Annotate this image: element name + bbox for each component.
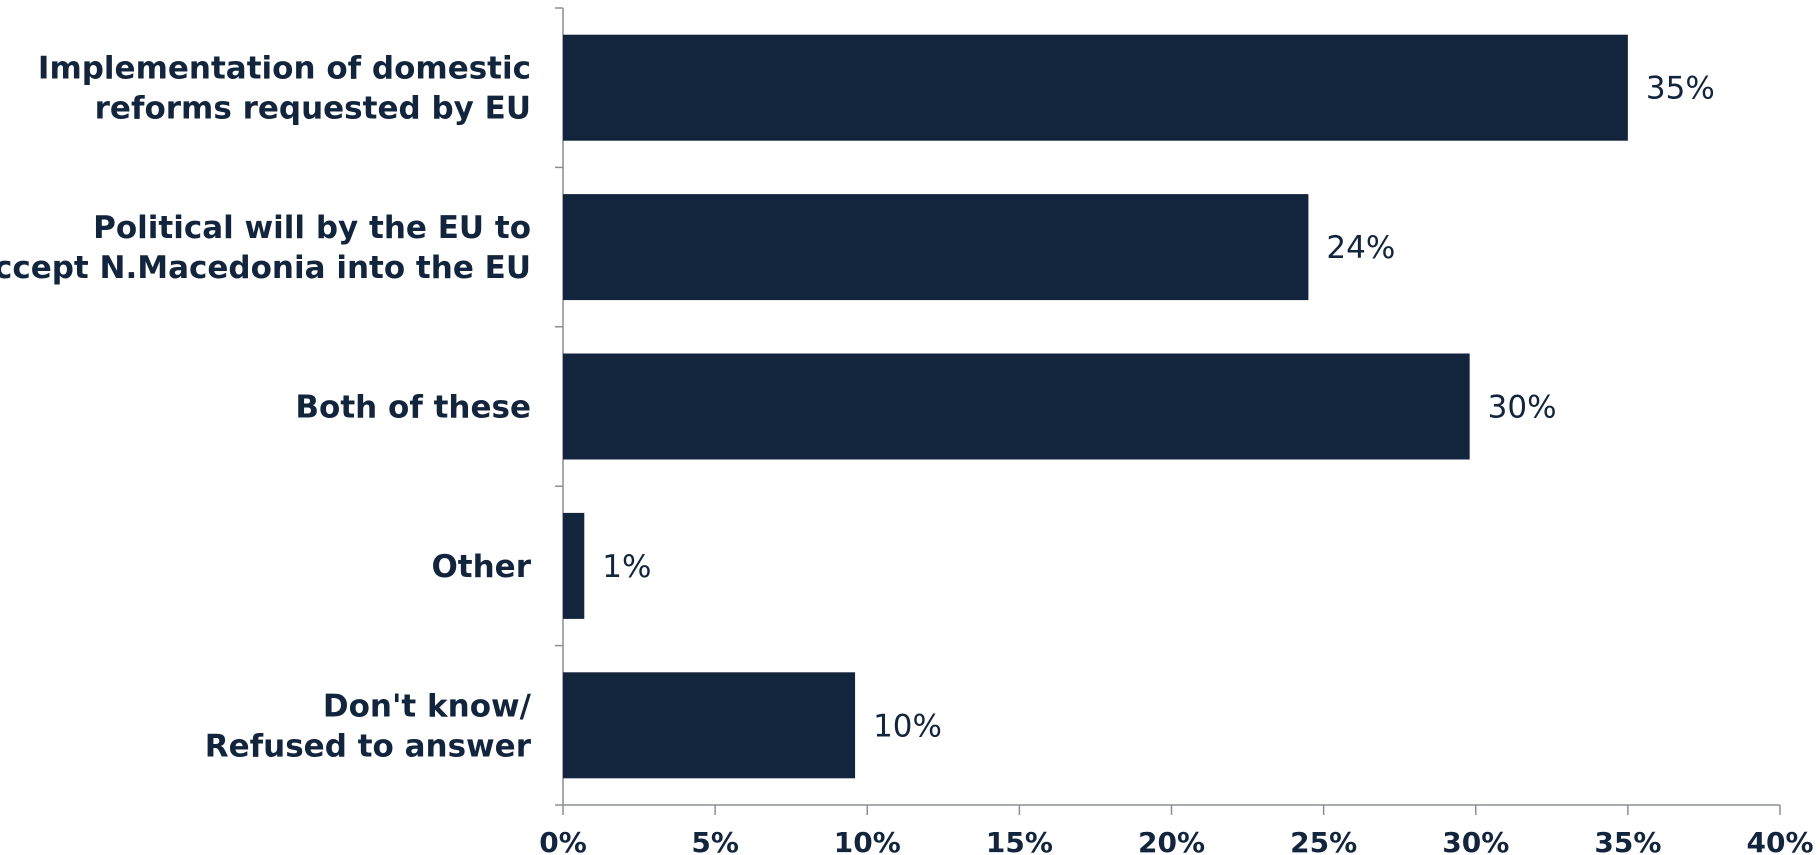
x-tick-label: 5% <box>691 826 739 855</box>
bar-value-label: 24% <box>1326 230 1395 266</box>
category-label: Don't know/ <box>323 688 532 724</box>
bar <box>563 194 1309 301</box>
x-tick-label: 30% <box>1442 826 1509 855</box>
category-label: Implementation of domestic <box>38 51 531 87</box>
category-label: accept N.Macedonia into the EU <box>0 250 531 286</box>
bar-value-label: 10% <box>873 708 942 744</box>
x-tick-label: 10% <box>834 826 901 855</box>
category-label: reforms requested by EU <box>95 91 531 127</box>
category-label: Refused to answer <box>205 728 532 764</box>
x-tick-label: 15% <box>986 826 1053 855</box>
category-label: Political will by the EU to <box>93 210 531 246</box>
bar-value-label: 1% <box>602 549 651 585</box>
bar-value-label: 30% <box>1488 390 1557 426</box>
x-tick-label: 25% <box>1290 826 1357 855</box>
bar-value-label: 35% <box>1646 71 1715 107</box>
bar <box>563 672 856 779</box>
category-label: Both of these <box>295 390 531 426</box>
category-label: Other <box>431 549 531 585</box>
x-tick-label: 20% <box>1138 826 1205 855</box>
bar <box>563 34 1628 141</box>
bar <box>563 353 1470 460</box>
bar <box>563 512 585 619</box>
x-tick-label: 35% <box>1594 826 1661 855</box>
x-tick-label: 0% <box>539 826 587 855</box>
x-tick-label: 40% <box>1746 826 1813 855</box>
